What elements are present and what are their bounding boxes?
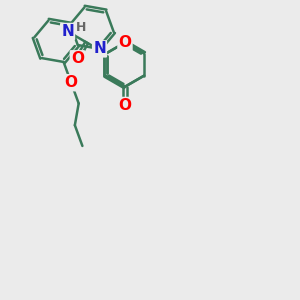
Text: O: O xyxy=(71,51,84,66)
Text: H: H xyxy=(76,22,86,34)
Text: O: O xyxy=(118,98,131,113)
Text: O: O xyxy=(64,75,78,90)
Text: N: N xyxy=(61,24,74,39)
Text: O: O xyxy=(118,35,131,50)
Text: N: N xyxy=(93,41,106,56)
